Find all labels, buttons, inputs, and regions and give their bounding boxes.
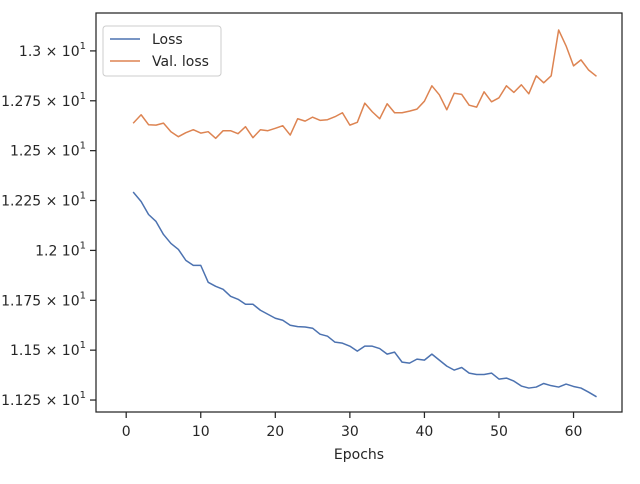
y-tick-label: 1.175 × 101 xyxy=(1,290,86,309)
axes-layer xyxy=(95,12,623,413)
y-ticks: 1.125 × 101 1.15 × 101 1.175 × 101 1.2 101 1… xyxy=(1,41,96,409)
y-tick-label: 1.3 × 101 xyxy=(19,41,86,60)
y-tick-label: 1.2 101 xyxy=(35,240,86,259)
series-layer xyxy=(132,29,597,398)
x-tick-label: 30 xyxy=(341,424,359,440)
x-ticks: 0 10 20 30 40 50 60 xyxy=(122,412,583,440)
x-tick-label: 20 xyxy=(266,424,284,440)
legend: Loss Val. loss xyxy=(102,25,222,77)
x-tick-label: 0 xyxy=(122,424,131,440)
legend-entry-label: Val. loss xyxy=(152,54,209,70)
x-tick-label: 50 xyxy=(490,424,508,440)
x-tick-label: 40 xyxy=(416,424,434,440)
x-tick-label: 60 xyxy=(565,424,583,440)
x-axis-label: Epochs xyxy=(334,447,384,463)
x-tick-label: 10 xyxy=(192,424,210,440)
y-tick-label: 1.125 × 101 xyxy=(1,390,86,409)
y-tick-label: 1.225 × 101 xyxy=(1,191,86,210)
plot-frame xyxy=(95,12,623,413)
y-tick-label: 1.275 × 101 xyxy=(1,91,86,110)
series-line-loss xyxy=(132,191,597,398)
legend-entry-label: Loss xyxy=(152,32,183,48)
y-tick-label: 1.15 × 101 xyxy=(10,340,86,359)
y-tick-label: 1.25 × 101 xyxy=(10,141,86,160)
series-line-val-loss xyxy=(132,29,597,140)
